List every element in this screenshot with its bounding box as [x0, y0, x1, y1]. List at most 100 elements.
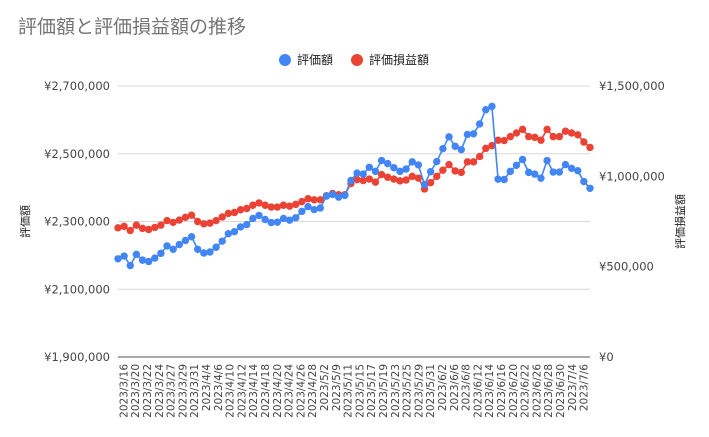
- series-point: [175, 216, 183, 224]
- series-point: [163, 242, 171, 250]
- series-point: [384, 159, 392, 168]
- series-point: [567, 164, 576, 173]
- series-point: [549, 168, 557, 176]
- series-point: [469, 158, 478, 166]
- series-point: [200, 220, 208, 228]
- y-left-tick-label: ¥2,700,000: [44, 79, 110, 93]
- x-tick-label: 2023/3/29: [177, 364, 189, 418]
- series-point: [384, 173, 392, 181]
- y-left-tick-label: ¥2,100,000: [44, 282, 110, 296]
- series-point: [267, 203, 275, 211]
- series-point: [518, 125, 527, 134]
- y-axis-left-ticks: ¥1,900,000 ¥2,100,000 ¥2,300,000 ¥2,500,000…: [44, 79, 110, 364]
- y-right-tick-label: ¥1,000,000: [599, 169, 665, 183]
- y-axis-left-label: 評価額: [18, 205, 32, 238]
- series-point: [310, 196, 318, 204]
- x-tick-label: 2023/3/31: [189, 364, 201, 418]
- series-point: [249, 201, 257, 209]
- series-point: [255, 199, 263, 207]
- y-axis-right-label: 評価損益額: [673, 194, 687, 249]
- series-point: [586, 184, 594, 193]
- series-point: [243, 220, 251, 229]
- series-point: [512, 161, 521, 169]
- series-point: [525, 168, 533, 177]
- series-point: [463, 158, 472, 166]
- series-point: [420, 180, 429, 189]
- series-point: [114, 224, 122, 232]
- x-tick-label: 2023/4/10: [225, 364, 237, 418]
- series-point: [218, 213, 226, 221]
- series-point: [561, 160, 570, 169]
- series-point: [555, 132, 564, 141]
- x-tick-label: 2023/6/2: [437, 364, 449, 411]
- series-point: [463, 130, 472, 139]
- series-point: [500, 175, 508, 184]
- x-tick-label: 2023/5/17: [366, 364, 378, 418]
- series-point: [353, 175, 361, 184]
- x-tick-label: 2023/5/23: [390, 364, 402, 418]
- series-point: [451, 142, 459, 150]
- series-point: [120, 222, 128, 231]
- series-point: [531, 170, 539, 178]
- series-point: [371, 167, 380, 176]
- series-point: [341, 191, 349, 200]
- x-tick-label: 2023/6/22: [520, 364, 532, 418]
- series-point: [279, 214, 288, 223]
- series-point: [212, 243, 220, 251]
- series-point: [439, 166, 447, 174]
- x-tick-label: 2023/5/9: [331, 364, 343, 411]
- series-point: [359, 170, 367, 178]
- series-point: [518, 155, 527, 164]
- series-point: [390, 175, 398, 183]
- x-tick-label: 2023/3/16: [118, 364, 130, 418]
- series-point: [371, 178, 380, 186]
- x-tick-label: 2023/6/26: [531, 364, 543, 418]
- series-point: [316, 196, 324, 204]
- x-tick-label: 2023/5/29: [413, 364, 425, 418]
- series-point: [206, 219, 214, 227]
- series-point: [457, 145, 465, 154]
- series-point: [169, 218, 177, 227]
- x-tick-label: 2023/3/27: [166, 364, 178, 418]
- series-point: [488, 141, 496, 150]
- series-point: [377, 156, 386, 165]
- series-point: [193, 217, 202, 226]
- series-point: [292, 214, 300, 222]
- series-point: [279, 201, 288, 209]
- series-point: [255, 211, 263, 220]
- series-point: [445, 160, 453, 169]
- series-point: [390, 163, 398, 172]
- series-point: [187, 233, 196, 241]
- series-point: [261, 215, 269, 224]
- series-point: [249, 214, 257, 223]
- series-point: [414, 161, 423, 169]
- x-axis-ticks: 2023/3/16 2023/3/20 2023/3/22 2023/3/24 2023…: [118, 364, 590, 418]
- series-point: [580, 138, 588, 146]
- series-point: [151, 254, 159, 262]
- series-point: [586, 143, 594, 152]
- series-point: [543, 156, 551, 165]
- x-tick-label: 2023/4/20: [272, 364, 284, 418]
- x-tick-label: 2023/3/22: [142, 364, 154, 418]
- series-point: [426, 168, 435, 176]
- series-point: [261, 201, 269, 209]
- series-point: [488, 102, 496, 111]
- legend-label: 評価額: [297, 52, 333, 67]
- x-tick-label: 2023/4/12: [236, 364, 248, 418]
- x-tick-label: 2023/6/6: [449, 364, 461, 411]
- series-point: [181, 213, 190, 222]
- legend-label: 評価損益額: [369, 52, 429, 67]
- series-point: [377, 170, 386, 179]
- x-tick-label: 2023/6/16: [496, 364, 508, 418]
- series-point: [126, 261, 134, 270]
- series-point: [200, 249, 208, 257]
- chart-title: 評価額と評価損益額の推移: [18, 16, 246, 38]
- series-point: [580, 177, 588, 186]
- series-point: [402, 176, 410, 184]
- legend-marker: [279, 54, 291, 66]
- series-point: [132, 250, 141, 259]
- series-point: [298, 207, 306, 216]
- series-point: [469, 130, 478, 138]
- series-point: [396, 167, 404, 176]
- series-point: [512, 129, 521, 137]
